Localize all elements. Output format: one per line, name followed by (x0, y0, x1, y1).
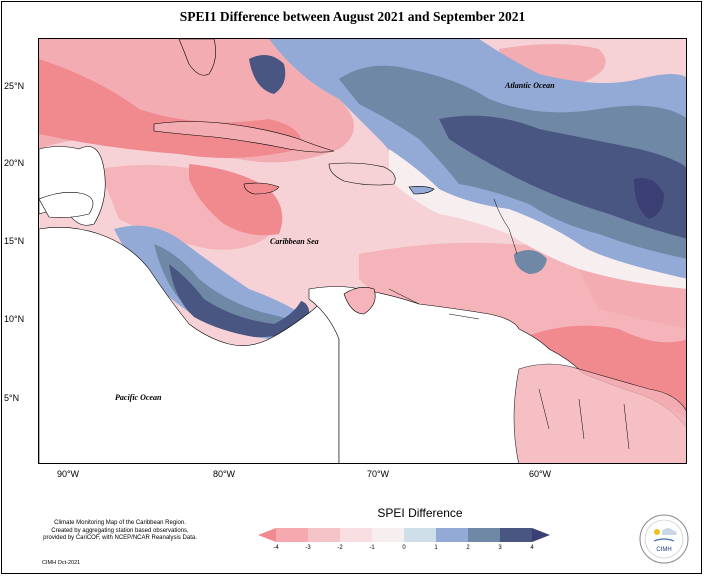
legend-arrow-low (258, 528, 276, 542)
legend-tick-label: -2 (337, 545, 343, 551)
wet-zone-west-core (169, 264, 310, 338)
wet-zone-trinidad (514, 250, 547, 274)
credits-line-2: Created by aggregating station based obs… (51, 527, 189, 534)
land-puerto-rico (408, 186, 435, 195)
credits: Climate Monitoring Map of the Caribbean … (30, 520, 210, 543)
legend-colorbar (258, 528, 550, 542)
legend-tick-label: 0 (402, 545, 406, 551)
legend-swatch (340, 528, 372, 542)
legend-tick-label: 3 (498, 545, 502, 551)
lon-label-80w: 80°W (212, 469, 236, 479)
credits-line-1: Climate Monitoring Map of the Caribbean … (54, 520, 186, 526)
legend-tick-label: -4 (273, 545, 279, 551)
legend-swatch (372, 528, 404, 542)
cimh-logo: CIMH (639, 514, 689, 564)
credits-line-3: provided by CariCOF, with NCEP/NCAR Rean… (43, 535, 197, 541)
legend-title: SPEI Difference (377, 506, 463, 520)
legend-swatch (404, 528, 436, 542)
spei-map (38, 38, 687, 464)
wet-zone-atlantic-deep (634, 178, 664, 219)
land-florida (178, 39, 216, 76)
wet-zone-bahamas (249, 55, 286, 94)
land-yucatan (39, 192, 94, 218)
lon-label-60w: 60°W (528, 469, 552, 479)
legend-tick-label: 1 (434, 545, 438, 551)
lat-label-20n: 20°N (4, 158, 25, 168)
legend-tick-label: 4 (530, 545, 534, 551)
lat-label-25n: 25°N (4, 81, 25, 91)
lat-label-15n: 15°N (4, 236, 25, 246)
lat-label-5n: 5°N (4, 393, 20, 403)
credits-date: CIMH Oct-2021 (42, 560, 81, 566)
land-hispaniola (328, 162, 396, 186)
land-venezuela-coast (343, 287, 376, 315)
land-guianas (513, 363, 686, 463)
legend-swatch (436, 528, 468, 542)
legend-swatch (500, 528, 532, 542)
legend-swatch (276, 528, 308, 542)
lon-label-90w: 90°W (56, 469, 80, 479)
atlantic-ocean-label: Atlantic Ocean (505, 81, 555, 90)
land-cuba (153, 121, 335, 153)
lat-label-10n: 10°N (4, 314, 25, 324)
lon-label-70w: 70°W (366, 469, 390, 479)
legend-tick-label: -1 (369, 545, 375, 551)
land-jamaica (243, 182, 280, 195)
caribbean-sea-label: Caribbean Sea (270, 237, 319, 246)
legend-swatch (308, 528, 340, 542)
legend-swatch (468, 528, 500, 542)
map-canvas (39, 39, 686, 463)
cloud-icon (662, 528, 677, 535)
near-zero-band (389, 149, 686, 289)
pacific-ocean-label: Pacific Ocean (115, 393, 162, 402)
wet-zone-atlantic-core (439, 115, 686, 239)
legend-tick-label: -3 (305, 545, 311, 551)
legend-arrow-high (532, 528, 550, 542)
map-title: SPEI1 Difference between August 2021 and… (179, 9, 526, 24)
logo-text: CIMH (656, 547, 671, 553)
legend-tick-label: 2 (466, 545, 470, 551)
dry-zone-jamaica (189, 164, 283, 236)
sun-icon (654, 529, 660, 535)
